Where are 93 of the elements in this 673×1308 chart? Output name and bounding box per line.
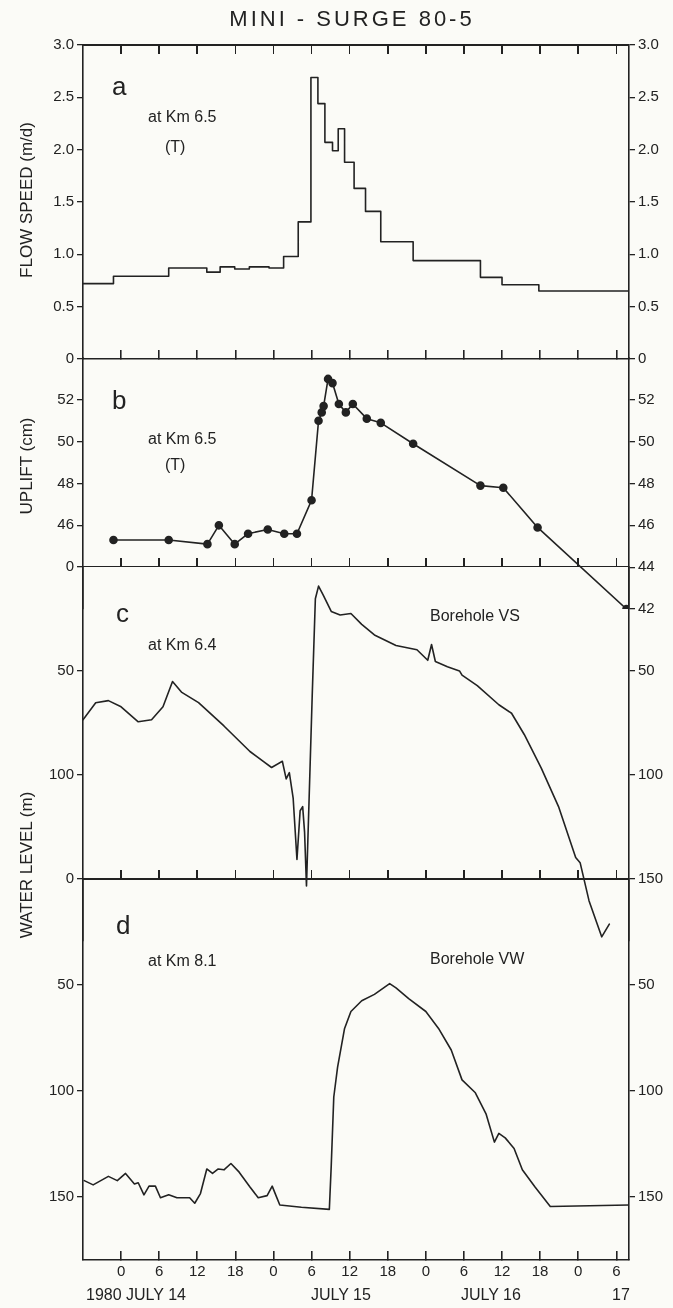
annotation: d	[116, 910, 131, 941]
point	[292, 529, 302, 538]
y2-tick-label: 46	[638, 515, 655, 533]
annotation: b	[112, 385, 127, 416]
y2-tick-label: 50	[638, 431, 655, 449]
point	[203, 539, 212, 549]
y2-tick-label: 0.5	[638, 296, 659, 314]
y2-tick-label: 50	[638, 974, 655, 992]
y-axis-title: WATER LEVEL (m)	[17, 791, 37, 939]
x-tick-label: 0	[269, 1262, 278, 1280]
y-tick-label: 0	[65, 869, 74, 887]
point	[362, 414, 372, 423]
chart-title: MINI - SURGE 80-5	[229, 6, 475, 32]
x-tick-label: 0	[116, 1262, 126, 1280]
annotation: Borehole VW	[430, 950, 526, 968]
y-axis-title: UPLIFT (cm)	[17, 417, 37, 515]
text: JULY 15	[311, 1286, 371, 1304]
y2-tick-label: 42	[638, 599, 655, 617]
y2-tick-label: 50	[638, 660, 655, 678]
text: 1980 JULY 14	[86, 1286, 187, 1304]
x-tick-label: 6	[155, 1262, 164, 1280]
y-tick-label: 3.0	[53, 35, 74, 53]
point	[307, 495, 316, 505]
point	[376, 418, 386, 428]
y-tick-label: 0	[65, 349, 74, 367]
y-tick-label: 1.5	[53, 192, 74, 210]
y-tick-label: 52	[57, 389, 74, 407]
y-tick-label: 2.0	[53, 139, 74, 157]
x-tick-label: 18	[227, 1262, 244, 1280]
x-tick-label: 12	[188, 1262, 206, 1280]
point	[164, 535, 174, 545]
x-tick-label: 6	[307, 1262, 316, 1280]
y-axis-title: FLOW SPEED (m/d)	[17, 122, 37, 278]
y2-tick-label: 1.0	[638, 244, 659, 262]
y2-tick-label: 44	[638, 557, 655, 575]
annotation: at Km 6.5	[148, 430, 217, 448]
x-tick-label: 18	[379, 1262, 397, 1280]
annotation: c	[116, 597, 129, 628]
y-tick-label: 100	[48, 1080, 74, 1098]
y2-tick-label: 2.0	[638, 139, 659, 157]
point	[243, 529, 253, 538]
y2-tick-label: 100	[638, 1080, 664, 1098]
x-tick-label: 12	[493, 1262, 511, 1280]
y-tick-label: 50	[57, 431, 74, 449]
point	[476, 481, 485, 490]
x-tick-label: 0	[574, 1262, 583, 1280]
y-tick-label: 2.5	[53, 87, 74, 105]
point	[328, 378, 337, 388]
x-tick-label: 6	[459, 1262, 469, 1280]
y2-tick-label: 150	[638, 1186, 664, 1204]
point	[319, 401, 328, 411]
annotation: (T)	[165, 456, 186, 474]
point	[334, 399, 344, 409]
point	[533, 523, 542, 532]
annotation: a	[112, 71, 127, 102]
point	[498, 483, 508, 492]
y2-tick-label: 3.0	[638, 35, 659, 53]
y-tick-label: 0.5	[53, 296, 74, 314]
annotation: Borehole VS	[430, 606, 520, 624]
point	[408, 439, 418, 449]
annotation: at Km 8.1	[148, 952, 217, 970]
annotation: at Km 6.5	[148, 108, 217, 126]
point	[263, 525, 273, 534]
point	[230, 539, 240, 549]
point	[314, 416, 323, 426]
x-tick-label: 18	[531, 1262, 549, 1280]
point	[348, 399, 358, 409]
y-tick-label: 150	[48, 1186, 74, 1204]
y-tick-label: 100	[48, 764, 74, 782]
y-tick-label: 48	[57, 473, 74, 491]
x-tick-label: 12	[341, 1262, 358, 1280]
y2-tick-label: 2.5	[638, 87, 659, 105]
y-tick-label: 46	[57, 515, 74, 533]
annotation: at Km 6.4	[148, 635, 217, 653]
point	[279, 529, 289, 538]
y2-tick-label: 1.5	[638, 192, 659, 210]
text: JULY 16	[461, 1286, 521, 1304]
x-tick-label: 6	[612, 1262, 621, 1280]
y2-tick-label: 150	[638, 868, 664, 886]
y2-tick-label: 52	[638, 389, 655, 407]
annotation: (T)	[165, 138, 186, 156]
x-tick-label: 0	[421, 1262, 431, 1280]
y-tick-label: 0	[65, 556, 74, 574]
y2-tick-label: 0	[638, 349, 647, 367]
y-tick-label: 50	[57, 660, 74, 678]
y-tick-label: 50	[57, 974, 74, 992]
point	[109, 535, 118, 545]
y2-tick-label: 100	[638, 764, 664, 782]
text: 17	[612, 1286, 630, 1304]
point	[214, 521, 224, 530]
y2-tick-label: 48	[638, 473, 655, 491]
y-tick-label: 1.0	[53, 244, 74, 262]
point	[341, 408, 351, 417]
